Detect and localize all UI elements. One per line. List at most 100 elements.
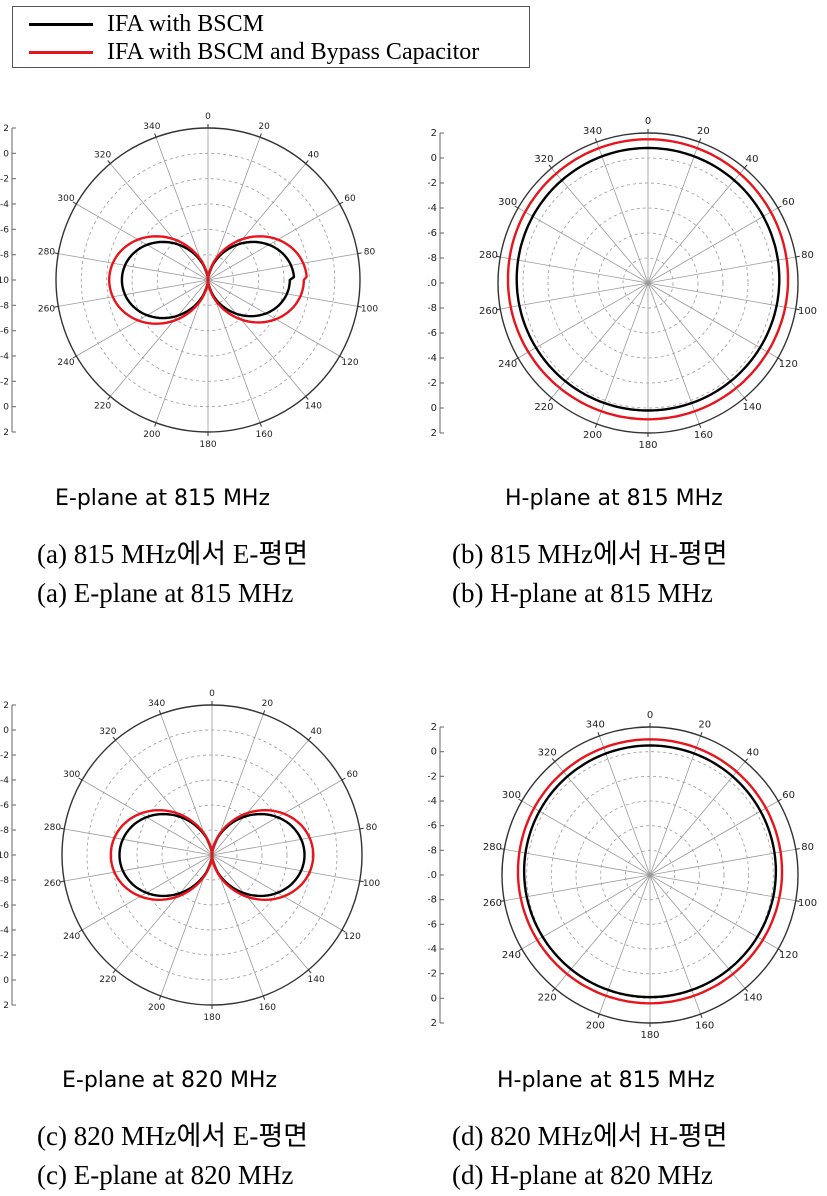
angle-tick-mark — [339, 355, 344, 359]
grid-spoke — [647, 207, 779, 284]
grid-spoke — [207, 279, 307, 397]
angle-tick-label: 340 — [148, 699, 165, 709]
radial-tick-label: -4 — [0, 776, 9, 786]
angle-tick-mark — [777, 205, 782, 209]
angle-tick-label: 60 — [782, 790, 795, 801]
radial-tick-label: -8 — [428, 253, 437, 264]
angle-tick-label: 280 — [483, 842, 502, 853]
grid-spoke — [649, 874, 701, 1015]
angle-tick-label: 300 — [502, 790, 521, 801]
angle-tick-label: 0 — [645, 116, 651, 127]
angle-tick-label: 320 — [99, 727, 116, 737]
caption-kr-c: (c) 820 MHz에서 E-평면 — [37, 1121, 309, 1151]
radial-tick-label: -2 — [0, 751, 9, 761]
grid-spoke — [58, 253, 209, 281]
angle-tick-mark — [60, 827, 65, 830]
caption-kr-b: (b) 815 MHz에서 H-평면 — [452, 539, 728, 569]
angle-tick-mark — [500, 848, 505, 850]
angle-tick-label: 120 — [344, 932, 361, 942]
radial-tick-label: -2 — [0, 175, 9, 185]
angle-tick-mark — [500, 900, 505, 902]
radial-tick-label: 0 — [431, 403, 437, 414]
angle-tick-mark — [518, 798, 523, 802]
angle-tick-label: 40 — [746, 747, 759, 758]
series-line — [516, 738, 784, 1005]
grid-circle — [136, 779, 288, 931]
grid-spoke — [500, 282, 649, 310]
radial-tick-label: -10 — [428, 278, 437, 289]
angle-tick-mark — [548, 397, 552, 402]
angle-tick-label: 240 — [63, 932, 80, 942]
angle-tick-mark — [359, 880, 364, 883]
angle-tick-label: 80 — [366, 823, 378, 833]
radial-tick-label: -10 — [0, 276, 9, 286]
angle-tick-mark — [78, 929, 83, 933]
radial-tick-label: -4 — [428, 944, 437, 955]
angle-tick-label: 40 — [746, 154, 759, 165]
angle-tick-mark — [698, 423, 702, 428]
radial-tick-label: 0 — [431, 993, 437, 1004]
radial-tick-label: 2 — [3, 1001, 9, 1011]
grid-circle — [182, 254, 234, 306]
angle-tick-label: 300 — [57, 194, 74, 204]
radial-tick-label: -8 — [428, 303, 437, 314]
grid-spoke — [207, 163, 307, 281]
angle-tick-mark — [594, 423, 598, 428]
angle-tick-mark — [698, 138, 702, 143]
grid-spoke — [647, 282, 779, 359]
angle-tick-label: 220 — [94, 402, 111, 412]
radial-tick-label: -2 — [428, 771, 437, 782]
radial-tick-label: 2 — [431, 722, 437, 733]
angle-tick-label: 20 — [262, 699, 274, 709]
angle-tick-label: 260 — [483, 898, 502, 909]
angle-tick-mark — [777, 948, 782, 952]
radial-tick-label: -8 — [428, 845, 437, 856]
angle-tick-label: 260 — [38, 305, 55, 315]
angle-tick-mark — [777, 357, 782, 361]
grid-circle — [572, 207, 724, 359]
angle-tick-mark — [744, 164, 748, 169]
angle-tick-mark — [597, 1013, 600, 1018]
caption-en-b: (b) H-plane at 815 MHz — [452, 578, 713, 608]
angle-tick-label: 140 — [305, 402, 322, 412]
radial-tick-label: 0 — [3, 149, 9, 159]
radial-tick-label: 2 — [431, 428, 437, 439]
angle-tick-mark — [341, 929, 346, 933]
angle-tick-label: 320 — [538, 747, 557, 758]
angle-tick-label: 0 — [647, 710, 653, 721]
angle-tick-mark — [107, 396, 111, 400]
angle-tick-label: 220 — [538, 993, 557, 1004]
polar-plot-b: 0204060801001201401601802002202402602803… — [428, 116, 817, 451]
radial-tick-label: -4 — [428, 353, 437, 364]
grid-spoke — [599, 874, 651, 1015]
angle-tick-mark — [308, 736, 312, 741]
angle-tick-mark — [795, 308, 800, 311]
radial-tick-label: 0 — [431, 747, 437, 758]
angle-tick-mark — [54, 252, 59, 255]
radial-tick-label: -6 — [428, 228, 437, 239]
angle-tick-label: 160 — [259, 1003, 276, 1013]
angle-tick-label: 280 — [479, 250, 498, 261]
angle-tick-label: 240 — [57, 358, 74, 368]
grid-spoke — [599, 735, 651, 876]
angle-tick-label: 20 — [697, 126, 710, 137]
angle-tick-label: 40 — [310, 727, 322, 737]
angle-tick-label: 20 — [258, 122, 270, 132]
angle-tick-label: 20 — [698, 720, 711, 731]
grid-spoke — [517, 282, 649, 359]
grid-spoke — [647, 282, 700, 425]
grid-spoke — [551, 282, 649, 399]
angle-tick-mark — [744, 397, 748, 402]
angle-tick-label: 100 — [798, 898, 817, 909]
angle-tick-mark — [357, 252, 362, 255]
angle-tick-mark — [744, 758, 749, 762]
angle-tick-mark — [496, 308, 501, 311]
radial-tick-label: -6 — [428, 821, 437, 832]
radial-tick-label: -8 — [0, 301, 9, 311]
angle-tick-mark — [107, 160, 111, 164]
angle-tick-label: 140 — [743, 993, 762, 1004]
radial-tick-label: -2 — [428, 178, 437, 189]
caption-en-a: (a) E-plane at 815 MHz — [37, 578, 294, 608]
angle-tick-label: 120 — [341, 358, 358, 368]
series-line — [506, 138, 790, 421]
